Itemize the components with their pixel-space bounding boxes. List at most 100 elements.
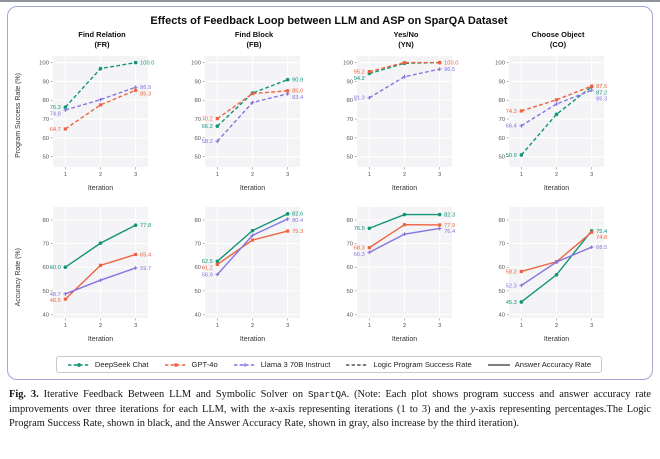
legend: DeepSeek Chat GPT-4o Llama 3 70B Instruct L…	[55, 356, 603, 373]
caption-segment: SpartQA	[307, 389, 347, 400]
svg-text:94.2: 94.2	[354, 76, 365, 82]
svg-text:80: 80	[194, 98, 201, 104]
svg-text:70: 70	[498, 117, 505, 123]
svg-text:80: 80	[194, 218, 201, 224]
svg-text:100: 100	[343, 61, 354, 67]
svg-text:1: 1	[216, 323, 219, 329]
llama-line-swatch	[233, 362, 256, 367]
chart-find-relation-program-success: 50 60 70 80 90 100 1 2 3 Iteration 76.374.8 64.7 100…	[39, 56, 154, 192]
chart-yes-no-program-success: 50 60 70 80 90 100 1 2 3 Iteration 95.294.2 81.3 100…	[343, 56, 458, 192]
svg-text:3: 3	[286, 323, 290, 329]
gpt4o-line-swatch	[164, 362, 187, 367]
svg-text:60.0: 60.0	[50, 265, 61, 271]
caption-segment: Iterative Feedback Between LLM and Symbo…	[38, 389, 308, 400]
legend-item: GPT-4o	[164, 360, 218, 369]
svg-text:60: 60	[346, 265, 353, 271]
svg-text:95.2: 95.2	[354, 70, 365, 76]
deepseek-line-swatch	[67, 362, 90, 367]
legend-item: Logic Program Success Rate	[345, 360, 472, 369]
svg-text:2: 2	[251, 323, 254, 329]
svg-text:Iteration: Iteration	[544, 336, 569, 343]
svg-text:80: 80	[42, 218, 49, 224]
svg-text:2: 2	[555, 323, 558, 329]
svg-text:76.5: 76.5	[354, 226, 365, 232]
svg-text:70: 70	[346, 117, 353, 123]
svg-text:2: 2	[555, 172, 558, 178]
svg-text:100: 100	[39, 61, 50, 67]
svg-text:74.8: 74.8	[596, 235, 607, 241]
svg-text:3: 3	[590, 172, 594, 178]
svg-text:1: 1	[368, 323, 371, 329]
svg-text:3: 3	[590, 323, 594, 329]
svg-text:76.4: 76.4	[444, 229, 455, 235]
chart-find-relation-accuracy: 40 50 60 70 80 1 2 3 Iteration 60.0 48.746.5 77.8 65…	[42, 207, 151, 343]
chart-row-accuracy: Accuracy Rate (%) 40 50 60 70 80 1 2 3 Iteration…	[10, 202, 648, 352]
svg-text:70: 70	[498, 242, 505, 248]
svg-text:2: 2	[99, 323, 102, 329]
svg-text:40: 40	[194, 312, 201, 318]
svg-text:81.3: 81.3	[354, 96, 365, 102]
page-top-rule	[0, 0, 660, 2]
legend-label: Llama 3 70B Instruct	[260, 360, 331, 369]
column-title-fr: Find Relation (FR)	[78, 30, 126, 49]
svg-text:60: 60	[194, 136, 201, 142]
caption-segment: -axis representing iterations (1 to 3) a…	[274, 403, 471, 415]
svg-text:58.2: 58.2	[506, 269, 517, 275]
svg-text:Iteration: Iteration	[88, 336, 113, 343]
svg-text:50: 50	[498, 155, 505, 161]
svg-text:3: 3	[438, 172, 442, 178]
y-axis-row-label-top: Program Success Rate (%)	[14, 73, 22, 158]
caption-segment: y	[470, 403, 476, 415]
legend-item: DeepSeek Chat	[67, 360, 149, 369]
svg-text:64.7: 64.7	[50, 127, 61, 133]
svg-text:50: 50	[42, 289, 49, 295]
svg-text:85.0: 85.0	[292, 89, 303, 95]
column-title-yn: Yes/No (YN)	[393, 30, 419, 49]
svg-text:65.4: 65.4	[140, 252, 151, 258]
svg-text:80: 80	[346, 218, 353, 224]
svg-text:66.2: 66.2	[202, 124, 213, 130]
svg-text:3: 3	[286, 172, 290, 178]
svg-text:90: 90	[194, 79, 201, 85]
legend-label: DeepSeek Chat	[94, 360, 149, 369]
svg-text:86.9: 86.9	[140, 85, 151, 91]
svg-text:60: 60	[498, 136, 505, 142]
svg-text:70: 70	[194, 242, 201, 248]
svg-text:82.6: 82.6	[292, 212, 303, 218]
svg-text:96.5: 96.5	[444, 67, 455, 73]
svg-text:50: 50	[346, 289, 353, 295]
svg-text:77.8: 77.8	[140, 223, 151, 229]
svg-text:40: 40	[346, 312, 353, 318]
svg-text:3: 3	[134, 323, 138, 329]
svg-text:100.0: 100.0	[140, 60, 154, 66]
legend-label: Logic Program Success Rate	[373, 360, 472, 369]
svg-text:90.9: 90.9	[292, 78, 303, 84]
svg-text:58.2: 58.2	[202, 139, 213, 145]
svg-text:48.7: 48.7	[50, 292, 61, 298]
dashed-line-swatch	[346, 363, 369, 366]
svg-text:60: 60	[42, 136, 49, 142]
svg-text:70: 70	[42, 117, 49, 123]
svg-text:82.3: 82.3	[444, 212, 455, 218]
svg-text:2: 2	[99, 172, 102, 178]
solid-line-swatch	[487, 363, 510, 366]
svg-text:46.5: 46.5	[50, 298, 61, 304]
svg-text:74.3: 74.3	[506, 109, 517, 115]
svg-text:77.9: 77.9	[444, 223, 455, 229]
column-title-co: Choose Object (CO)	[531, 30, 585, 49]
svg-text:1: 1	[216, 172, 219, 178]
caption-segment: x	[269, 403, 275, 415]
svg-text:2: 2	[403, 172, 406, 178]
svg-text:100: 100	[191, 61, 202, 67]
svg-text:3: 3	[134, 172, 138, 178]
svg-text:75.4: 75.4	[596, 229, 607, 235]
svg-text:68.3: 68.3	[354, 246, 365, 252]
svg-text:50: 50	[346, 155, 353, 161]
svg-text:66.3: 66.3	[354, 252, 365, 258]
svg-text:70.2: 70.2	[202, 117, 213, 123]
svg-text:Iteration: Iteration	[392, 185, 417, 192]
svg-text:100.0: 100.0	[444, 60, 458, 66]
svg-text:100: 100	[495, 61, 506, 67]
svg-text:50.9: 50.9	[506, 153, 517, 159]
legend-label: GPT-4o	[191, 360, 218, 369]
